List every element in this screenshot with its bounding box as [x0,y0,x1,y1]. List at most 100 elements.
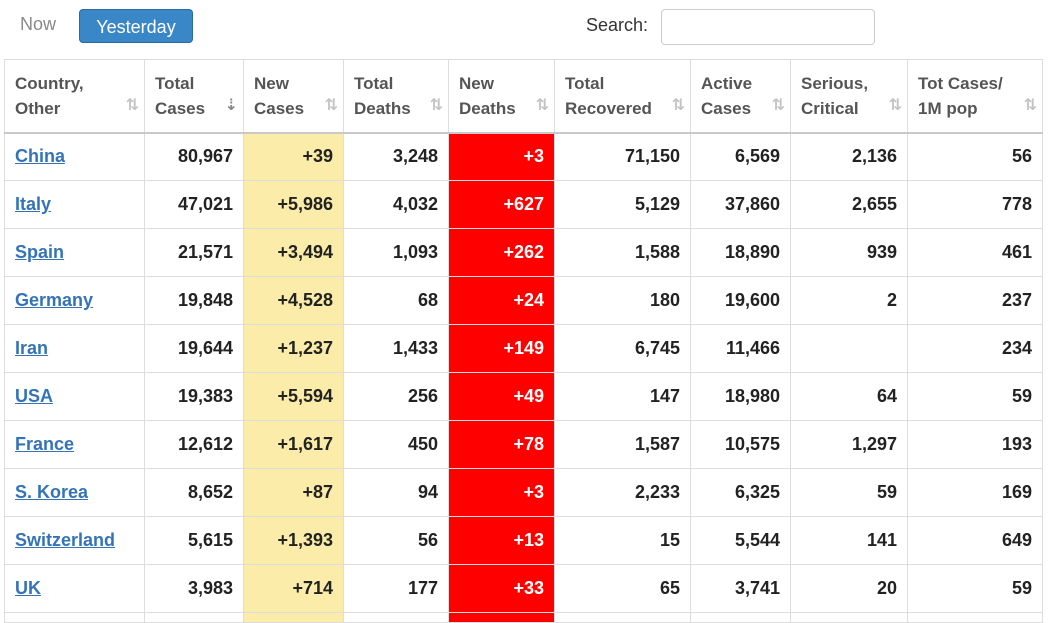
header-country[interactable]: Country, Other ⇅ [4,59,145,134]
cell-new-cases: +714 [243,564,344,613]
header-label: Deaths [354,98,411,118]
header-label: Total [354,73,394,93]
cell-active-cases: 18,980 [690,372,791,421]
cell-serious-critical: 939 [790,228,908,277]
header-label: Cases [155,98,206,118]
search-input[interactable] [661,9,875,45]
sort-icon: ⇅ [429,96,444,114]
cell-total-cases: 80,967 [144,132,244,181]
cell-new-cases: +1,617 [243,420,344,469]
header-active-cases[interactable]: Active Cases ⇅ [690,59,791,134]
header-serious-critical[interactable]: Serious, Critical ⇅ [790,59,908,134]
cell-new-cases: +87 [243,468,344,517]
header-total-recovered[interactable]: Total Recovered ⇅ [554,59,691,134]
header-new-deaths[interactable]: New Deaths ⇅ [448,59,555,134]
header-total-cases[interactable]: Total Cases ⇣ [144,59,244,134]
country-link[interactable]: China [15,146,66,167]
sort-icon: ⇅ [671,96,686,114]
cell-active-cases: 10,575 [690,420,791,469]
header-label: Total [155,73,195,93]
cell-total-cases: 3,983 [144,564,244,613]
header-label: New [459,73,494,93]
cell-serious-critical: 59 [790,468,908,517]
country-link[interactable]: Switzerland [15,530,116,550]
country-link[interactable]: USA [15,386,54,406]
cell-cases-per-million: 237 [907,276,1043,325]
country-link[interactable]: Germany [15,290,94,310]
cell-new-cases: +5,986 [243,180,344,229]
cell-new-deaths: +49 [448,372,555,421]
cell-total-cases: 12,612 [144,420,244,469]
table-row: Iran 19,644 +1,237 1,433 +149 6,745 11,466 234 [4,324,1043,373]
header-label: Total [565,73,605,93]
table-row: UK 3,983 +714 177 +33 65 3,741 20 59 [4,564,1043,613]
search-label: Search: [586,15,649,35]
header-total-deaths[interactable]: Total Deaths ⇅ [343,59,449,134]
tab-yesterday[interactable]: Yesterday [79,9,193,43]
cell-country: UK [4,564,145,613]
country-link[interactable]: S. Korea [15,482,89,502]
cell-cases-per-million: 649 [907,516,1043,565]
cell-serious-critical: 64 [790,372,908,421]
country-link[interactable]: UK [15,578,41,598]
sort-icon: ⇅ [1023,96,1038,114]
header-label: Active [701,73,753,93]
cell-cases-per-million: 59 [907,564,1043,613]
cell-total-cases: 47,021 [144,180,244,229]
cases-table: Country, Other ⇅ Total Cases ⇣ New Cases ⇅ Tot… [4,59,1043,623]
table-row: S. Korea 8,652 +87 94 +3 2,233 6,325 59 169 [4,468,1043,517]
cell-new-cases: +3,494 [243,228,344,277]
header-label: 1M pop [918,98,978,118]
header-new-cases[interactable]: New Cases ⇅ [243,59,344,134]
cell-total-deaths: 3,248 [343,132,449,181]
country-link[interactable]: Italy [15,194,52,214]
cell-cases-per-million: 169 [907,468,1043,517]
cell-active-cases: 11,466 [690,324,791,373]
cell-total-deaths: 1,093 [343,228,449,277]
cell-country: Switzerland [4,516,145,565]
cell-new-cases: +1,237 [243,324,344,373]
header-label: Tot Cases/ [918,73,1003,93]
header-label: Recovered [565,98,652,118]
cell-active-cases: 18,890 [690,228,791,277]
cell-country: Germany [4,276,145,325]
cell-total-deaths: 177 [343,564,449,613]
cell-active-cases: 19,600 [690,276,791,325]
sort-icon: ⇅ [125,96,140,114]
cell-new-cases: +4,528 [243,276,344,325]
sort-icon: ⇅ [888,96,903,114]
cell-total-deaths: 1,433 [343,324,449,373]
sort-desc-icon: ⇣ [224,96,239,114]
header-label: Critical [801,98,859,118]
cell-total-cases: 19,383 [144,372,244,421]
country-link[interactable]: France [15,434,75,454]
cell-active-cases: 3,741 [690,564,791,613]
cell-country: Iran [4,324,145,373]
header-row: Country, Other ⇅ Total Cases ⇣ New Cases ⇅ Tot… [4,59,1043,134]
sort-icon: ⇅ [535,96,550,114]
tab-now[interactable]: Now [20,14,57,34]
table-body: China 80,967 +39 3,248 +3 71,150 6,569 2,136 56 I… [4,132,1043,623]
header-label: Country, [15,73,84,93]
cell-country: Spain [4,228,145,277]
cell-total-deaths: 4,032 [343,180,449,229]
cell-country: France [4,420,145,469]
cell-cases-per-million: 59 [907,372,1043,421]
cell-cases-per-million: 234 [907,324,1043,373]
top-bar: Now Yesterday Search: [0,0,1050,58]
cell-total-cases: 19,848 [144,276,244,325]
header-cases-per-million[interactable]: Tot Cases/1M pop ⇅ [907,59,1043,134]
cell-country: China [4,132,145,181]
cell-total-recovered: 1,588 [554,228,691,277]
header-label: Cases [701,98,752,118]
sort-icon: ⇅ [324,96,339,114]
table-row: Italy 47,021 +5,986 4,032 +627 5,129 37,860 2,6… [4,180,1043,229]
cell-serious-critical [790,324,908,373]
country-link[interactable]: Iran [15,338,49,358]
cell-total-recovered: 71,150 [554,132,691,181]
cell-total-recovered: 1,587 [554,420,691,469]
header-label: New [254,73,289,93]
country-link[interactable]: Spain [15,242,65,262]
cell-total-deaths: 256 [343,372,449,421]
cell-total-deaths: 94 [343,468,449,517]
